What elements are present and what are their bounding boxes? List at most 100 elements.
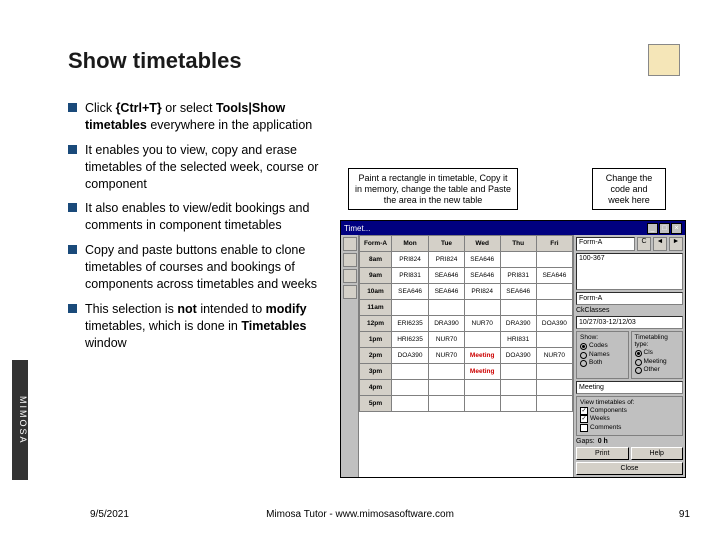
timetable-cell[interactable] bbox=[392, 364, 429, 380]
view-label: View timetables of: bbox=[580, 399, 679, 406]
print-button[interactable]: Print bbox=[576, 447, 629, 460]
timetable-cell[interactable]: NUR70 bbox=[536, 348, 572, 364]
timetable-cell[interactable]: DOA390 bbox=[536, 316, 572, 332]
timetable-cell[interactable] bbox=[500, 364, 536, 380]
day-header: Thu bbox=[500, 236, 536, 252]
bullet-text: Timetables bbox=[241, 319, 306, 333]
time-header: 11am bbox=[360, 300, 392, 316]
timetable-cell[interactable] bbox=[536, 332, 572, 348]
timetable-cell[interactable]: NUR70 bbox=[429, 332, 465, 348]
radio-label: Both bbox=[589, 359, 602, 367]
radio-icon bbox=[635, 367, 642, 374]
timetable-cell[interactable]: ERI6235 bbox=[392, 316, 429, 332]
help-button[interactable]: Help bbox=[631, 447, 684, 460]
timetable-cell[interactable] bbox=[500, 396, 536, 412]
timetable-cell[interactable]: Meeting bbox=[464, 348, 500, 364]
timetable-cell[interactable] bbox=[464, 332, 500, 348]
timetable-cell[interactable]: HRI6235 bbox=[392, 332, 429, 348]
timetable-cell[interactable]: DRA390 bbox=[429, 316, 465, 332]
timetable-cell[interactable]: PRI824 bbox=[429, 252, 465, 268]
timetable-cell[interactable] bbox=[392, 300, 429, 316]
timetable-cell[interactable] bbox=[429, 396, 465, 412]
paste-icon[interactable] bbox=[343, 253, 357, 267]
timetable-cell[interactable]: SEA646 bbox=[536, 268, 572, 284]
timetable-cell[interactable] bbox=[536, 252, 572, 268]
timetable-cell[interactable]: HRI831 bbox=[500, 332, 536, 348]
timetable-cell[interactable]: PRI824 bbox=[464, 284, 500, 300]
bullet-text: Click bbox=[85, 101, 116, 115]
timetable-cell[interactable] bbox=[392, 396, 429, 412]
timetable-cell[interactable]: DRA390 bbox=[500, 316, 536, 332]
timetable-cell[interactable] bbox=[464, 380, 500, 396]
erase-icon[interactable] bbox=[343, 269, 357, 283]
timetable-cell[interactable] bbox=[500, 380, 536, 396]
radio-option[interactable]: Cls bbox=[635, 349, 680, 357]
timetable-cell[interactable]: Meeting bbox=[464, 364, 500, 380]
classes-label: CkClasses bbox=[576, 307, 683, 314]
dates-box: 10/27/03-12/12/03 bbox=[576, 316, 683, 329]
tool-icon[interactable] bbox=[343, 285, 357, 299]
day-header: Fri bbox=[536, 236, 572, 252]
timetable-cell[interactable] bbox=[536, 300, 572, 316]
timetable-cell[interactable] bbox=[536, 284, 572, 300]
timetable-cell[interactable] bbox=[429, 380, 465, 396]
timetable-cell[interactable]: DOA390 bbox=[500, 348, 536, 364]
checkbox-label: Comments bbox=[590, 424, 621, 432]
checkbox-option[interactable]: Comments bbox=[580, 424, 679, 432]
maximize-button[interactable]: □ bbox=[659, 223, 670, 234]
copy-icon[interactable] bbox=[343, 237, 357, 251]
radio-option[interactable]: Names bbox=[580, 351, 625, 359]
close-panel-button[interactable]: Close bbox=[576, 462, 683, 475]
checkbox-label: Weeks bbox=[590, 415, 610, 423]
timetable-cell[interactable]: PRI831 bbox=[500, 268, 536, 284]
timetable-cell[interactable]: PRI824 bbox=[392, 252, 429, 268]
next-button[interactable]: ► bbox=[669, 237, 683, 251]
timetable-cell[interactable] bbox=[536, 396, 572, 412]
radio-icon bbox=[635, 350, 642, 357]
radio-option[interactable]: Meeting bbox=[635, 358, 680, 366]
timetable-cell[interactable]: SEA646 bbox=[429, 284, 465, 300]
checkbox-option[interactable]: ✓Weeks bbox=[580, 415, 679, 423]
radio-label: Other bbox=[644, 366, 660, 374]
timetable-cell[interactable] bbox=[429, 300, 465, 316]
timetable-cell[interactable]: NUR70 bbox=[429, 348, 465, 364]
timetable-cell[interactable] bbox=[429, 364, 465, 380]
timetable-cell[interactable] bbox=[464, 300, 500, 316]
timetable-cell[interactable]: SEA646 bbox=[464, 252, 500, 268]
timetable-cell[interactable]: NUR70 bbox=[464, 316, 500, 332]
radio-option[interactable]: Codes bbox=[580, 342, 625, 350]
radio-option[interactable]: Other bbox=[635, 366, 680, 374]
timetable-cell[interactable]: SEA646 bbox=[464, 268, 500, 284]
timetable-cell[interactable] bbox=[500, 252, 536, 268]
timetable-cell[interactable]: SEA646 bbox=[429, 268, 465, 284]
meeting-box: Meeting bbox=[576, 381, 683, 394]
timetable-cell[interactable] bbox=[536, 364, 572, 380]
corner-icon bbox=[648, 44, 680, 76]
radio-label: Cls bbox=[644, 349, 653, 357]
tt-type-label: Timetabling type: bbox=[635, 334, 680, 348]
prev-button[interactable]: ◄ bbox=[653, 237, 667, 251]
timetable-cell[interactable] bbox=[536, 380, 572, 396]
timetable-cell[interactable]: SEA646 bbox=[500, 284, 536, 300]
radio-option[interactable]: Both bbox=[580, 359, 625, 367]
timetable-grid[interactable]: Form-AMonTueWedThuFri8amPRI824PRI824SEA6… bbox=[359, 235, 573, 477]
code-field[interactable]: Form-A bbox=[576, 237, 635, 251]
minimize-button[interactable]: _ bbox=[647, 223, 658, 234]
bullet-item: It enables you to view, copy and erase t… bbox=[68, 142, 333, 193]
radio-label: Meeting bbox=[644, 358, 667, 366]
bullet-marker-icon bbox=[68, 203, 77, 212]
radio-icon bbox=[580, 360, 587, 367]
code-letter-button[interactable]: C bbox=[637, 237, 651, 251]
id-field[interactable]: 100-367 bbox=[576, 253, 683, 290]
timetable-cell[interactable]: SEA646 bbox=[392, 284, 429, 300]
timetable-cell[interactable] bbox=[392, 380, 429, 396]
timetable-cell[interactable] bbox=[464, 396, 500, 412]
window-titlebar[interactable]: Timet... _ □ × bbox=[341, 221, 685, 235]
close-button[interactable]: × bbox=[671, 223, 682, 234]
day-header: Mon bbox=[392, 236, 429, 252]
timetable-cell[interactable] bbox=[500, 300, 536, 316]
timetable-cell[interactable]: PRI831 bbox=[392, 268, 429, 284]
bullet-item: Copy and paste buttons enable to clone t… bbox=[68, 242, 333, 293]
timetable-cell[interactable]: DOA390 bbox=[392, 348, 429, 364]
checkbox-option[interactable]: ✓Components bbox=[580, 407, 679, 415]
